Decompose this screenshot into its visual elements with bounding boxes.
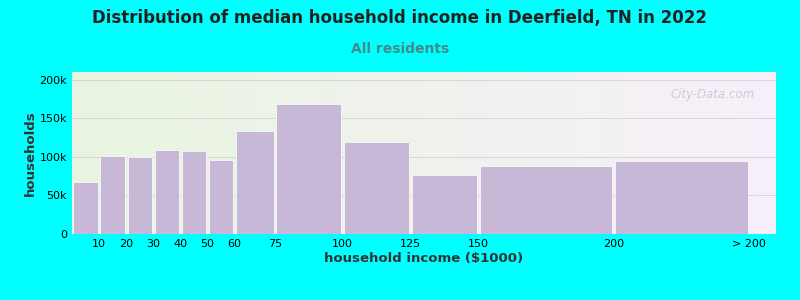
Bar — [412, 175, 477, 234]
Bar — [277, 104, 342, 234]
Bar — [344, 142, 409, 234]
Bar — [479, 166, 612, 234]
Bar — [74, 182, 98, 234]
Bar — [101, 156, 125, 234]
Bar — [209, 160, 233, 234]
Y-axis label: households: households — [24, 110, 37, 196]
Bar — [615, 161, 747, 234]
Bar — [236, 131, 274, 234]
Bar — [127, 157, 152, 234]
Text: City-Data.com: City-Data.com — [670, 88, 755, 101]
Bar — [182, 152, 206, 234]
X-axis label: household income ($1000): household income ($1000) — [325, 252, 523, 265]
Text: All residents: All residents — [351, 42, 449, 56]
Bar — [154, 150, 179, 234]
Text: Distribution of median household income in Deerfield, TN in 2022: Distribution of median household income … — [93, 9, 707, 27]
